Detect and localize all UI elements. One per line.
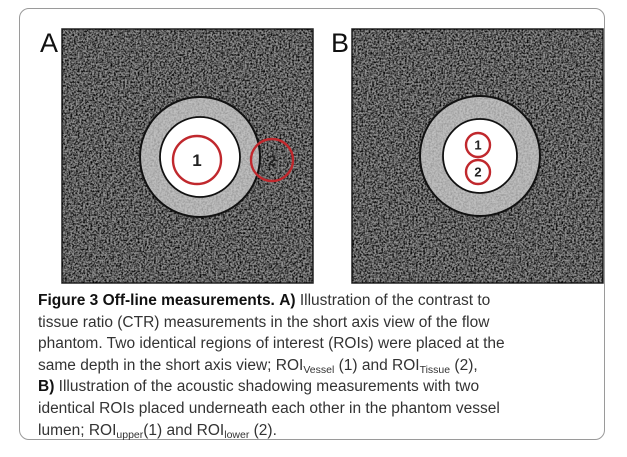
caption-text: (2), [450,357,478,374]
caption-text: B) [38,378,54,395]
caption-text: (1) and ROI [143,422,224,439]
caption: Figure 3 Off-line measurements. A) Illus… [38,290,505,441]
caption-text: same depth in the short axis view; ROI [38,357,303,374]
caption-text: A) [279,292,295,309]
caption-text: upper [116,429,143,441]
caption-text: Illustration of the acoustic shadowing m… [54,378,479,395]
panel-label: B [331,28,349,58]
caption-line: B) Illustration of the acoustic shadowin… [38,376,505,398]
caption-text: tissue ratio (CTR) measurements in the s… [38,314,489,331]
roi-label: 2 [474,165,481,180]
caption-text: lower [224,429,249,441]
figure-panels: A 1 2 B 1 2 [0,0,627,290]
caption-text: Figure 3 Off-line measurements. [38,292,275,309]
caption-line: lumen; ROIupper(1) and ROIlower (2). [38,420,505,442]
panel-label: A [40,28,58,58]
caption-line: phantom. Two identical regions of intere… [38,333,505,355]
caption-line: same depth in the short axis view; ROIVe… [38,355,505,377]
caption-line: Figure 3 Off-line measurements. A) Illus… [38,290,505,312]
roi-label: 1 [474,138,481,153]
caption-text: Vessel [303,364,334,376]
caption-text: phantom. Two identical regions of intere… [38,335,505,352]
caption-line: identical ROIs placed underneath each ot… [38,398,505,420]
caption-line: tissue ratio (CTR) measurements in the s… [38,312,505,334]
page: A 1 2 B 1 2 Figure 3 Off-line measurements. A… [0,0,627,457]
roi-label: 1 [192,151,201,170]
caption-text: lumen; ROI [38,422,116,439]
caption-text: Illustration of the contrast to [296,292,491,309]
roi-label: 2 [268,152,276,169]
caption-text: identical ROIs placed underneath each ot… [38,400,500,417]
caption-text: (2). [249,422,277,439]
caption-text: Tissue [420,364,451,376]
caption-text: (1) and ROI [334,357,419,374]
